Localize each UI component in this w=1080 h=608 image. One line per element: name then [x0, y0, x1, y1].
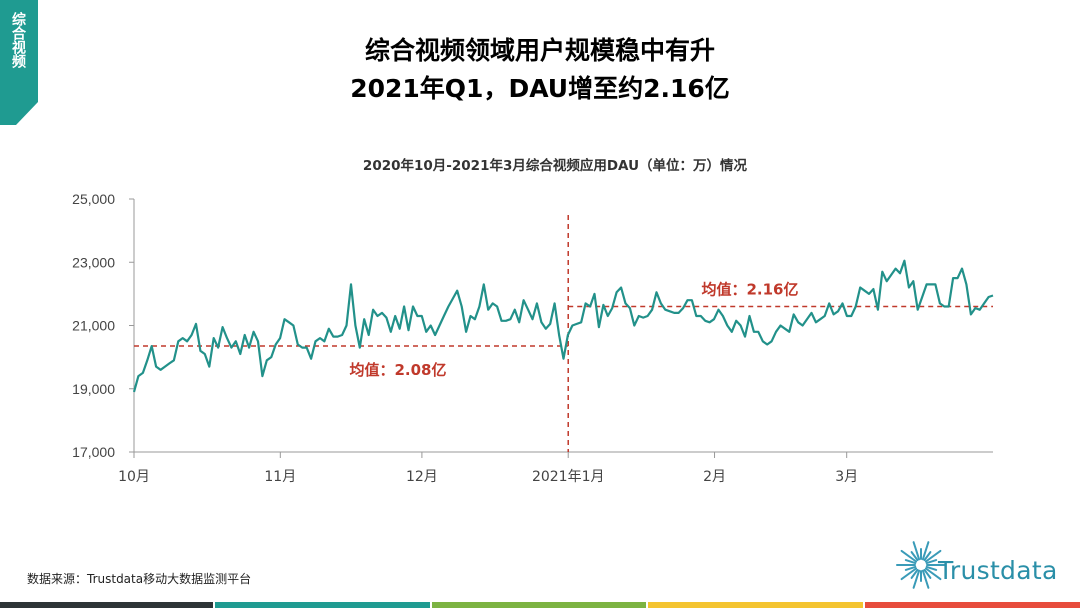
bottom-color-bar: [0, 602, 1080, 608]
brand-name: Trustdata: [938, 556, 1058, 585]
bottom-bar-segment: [0, 602, 214, 608]
x-tick-label: 2月: [703, 469, 726, 485]
x-tick-label: 11月: [264, 469, 296, 485]
x-tick-label: 3月: [835, 469, 858, 485]
bottom-bar-segment: [215, 602, 430, 608]
section-tag: 综合视频: [0, 0, 38, 125]
y-tick-label: 21,000: [72, 318, 115, 334]
title-line-1: 综合视频领域用户规模稳中有升: [364, 36, 715, 65]
data-source: 数据来源：Trustdata移动大数据监测平台: [27, 572, 252, 586]
x-tick-label: 2021年1月: [532, 469, 605, 485]
y-tick-label: 23,000: [72, 254, 115, 270]
x-tick-label: 10月: [118, 469, 150, 485]
section-tag-shape: [0, 0, 38, 125]
bottom-bar-segment: [431, 602, 647, 608]
trustdata-logo-icon: [896, 541, 946, 589]
mean-label: 均值：2.16亿: [701, 281, 798, 299]
page-title: 综合视频领域用户规模稳中有升 2021年Q1，DAU增至约2.16亿: [0, 32, 1080, 108]
dau-series-line: [132, 259, 994, 393]
section-tag-label: 综合视频: [10, 12, 26, 68]
y-tick-label: 25,000: [72, 191, 115, 207]
title-line-2: 2021年Q1，DAU增至约2.16亿: [350, 74, 730, 103]
mean-label: 均值：2.08亿: [349, 361, 446, 379]
chart-title: 2020年10月-2021年3月综合视频应用DAU（单位：万）情况: [362, 158, 748, 174]
bottom-bar-segment: [648, 602, 863, 608]
y-tick-label: 17,000: [72, 444, 115, 460]
x-tick-label: 12月: [406, 469, 438, 485]
bottom-bar-segment: [864, 602, 1080, 608]
y-tick-label: 19,000: [72, 381, 115, 397]
